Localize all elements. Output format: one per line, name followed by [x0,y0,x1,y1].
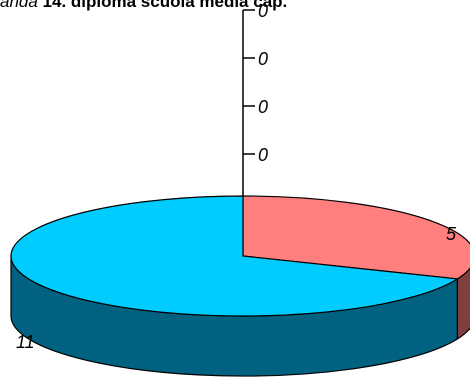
value-axis: 00000 [242,1,268,213]
axis-tick-label: 0 [258,49,268,69]
chart-title: anda 14. diploma scuola media cap. [0,0,470,16]
axis-tick-label: 0 [258,145,268,165]
axis-tick-label: 0 [258,1,268,21]
slice-top [242,195,470,280]
chart-title-prefix: anda [0,0,38,11]
axis-tick-label: 0 [258,97,268,117]
slice-labels: 5 11 [16,224,457,352]
slice-top [10,195,460,317]
pie-tops [10,195,470,317]
slice-label: 11 [16,332,35,352]
slice-label: 5 [446,224,457,244]
chart-title-main: 14. diploma scuola media cap. [37,0,288,11]
